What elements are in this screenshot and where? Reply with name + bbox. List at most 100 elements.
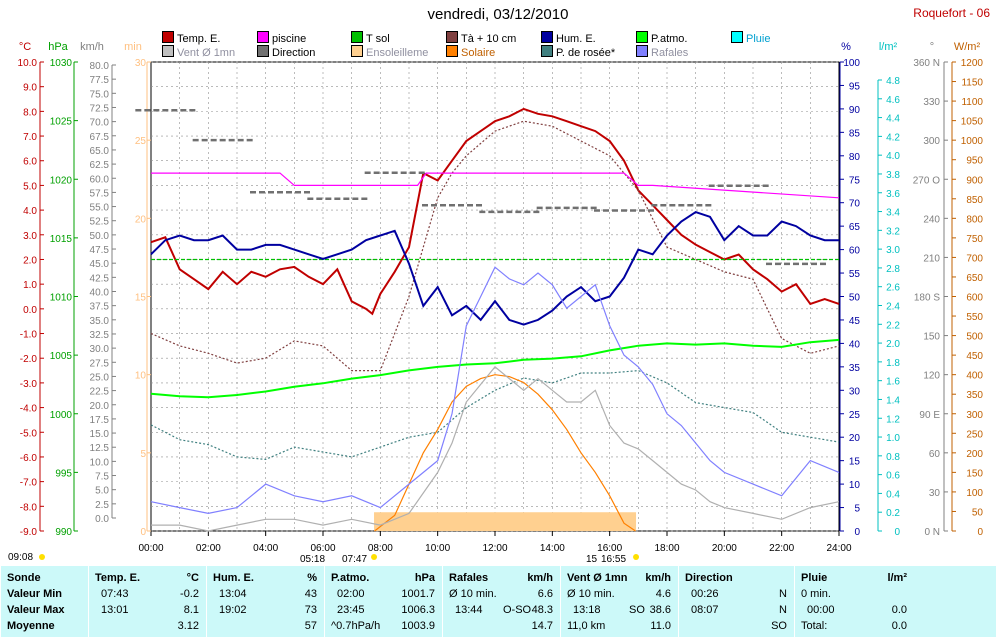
x-tick-label: 20:00 (712, 543, 737, 554)
header-hum: Hum. E. (213, 572, 254, 584)
solar-unit: W/m² (954, 41, 981, 53)
temp-tick: 6.0 (23, 157, 37, 168)
vent-r1: 4.6 (655, 588, 671, 600)
direction-unit: ° (930, 41, 934, 53)
rain-tick: 1.8 (886, 358, 900, 369)
sun-tick: 15 (135, 293, 147, 304)
rain-tick: 2.8 (886, 264, 900, 275)
temp-tick: 9.0 (23, 83, 37, 94)
solar-tick: 1000 (961, 136, 984, 147)
rain-tick: 2.2 (886, 320, 900, 331)
rain-tick: 0.6 (886, 471, 900, 482)
wind-tick: 25.0 (90, 372, 110, 383)
temp-tick: -8.0 (20, 502, 38, 513)
pressure-tick: 1010 (50, 293, 73, 304)
legend-label: piscine (272, 33, 307, 45)
humidity-tick: 75 (849, 175, 861, 186)
legend-item: Tà + 10 cm (446, 31, 516, 45)
header-hum-unit: % (307, 572, 317, 584)
row-label-min: Valeur Min (7, 588, 63, 600)
solar-tick: 500 (966, 332, 983, 343)
solar-tick: 0 (977, 527, 983, 538)
legend-label: Tà + 10 cm (461, 33, 517, 45)
solar-tick: 650 (966, 273, 983, 284)
temp-unit: °C (19, 41, 31, 53)
temp-tick: 0.0 (23, 305, 37, 316)
humidity-tick: 40 (849, 339, 861, 350)
header-sonde: Sonde (7, 572, 41, 584)
legend-item: P. de rosée* (541, 45, 615, 59)
vent-r1-label: Ø 10 min. (567, 588, 615, 600)
rain-tick: 0 (894, 527, 900, 538)
pressure-tick: 995 (55, 468, 72, 479)
rain-tick: 0.8 (886, 452, 900, 463)
direction-tick: 210 (923, 253, 940, 264)
hum-min: 43 (304, 588, 317, 600)
legend-item: Vent Ø 1mn (162, 45, 235, 59)
series-p-de-ros-e- (150, 369, 840, 461)
wind-tick: 47.5 (90, 245, 110, 256)
summary-col-temp: Temp. E. °C 07:43 -0.2 13:01 8.1 3.12 (88, 566, 207, 637)
solar-tick: 850 (966, 195, 983, 206)
legend-label: Solaire (461, 47, 496, 59)
legend-item: Solaire (446, 45, 495, 59)
legend-label: Ensoleilleme (366, 47, 429, 59)
humidity-tick: 55 (849, 269, 861, 280)
solar-tick: 1100 (961, 97, 983, 108)
temp-tick: 8.0 (23, 107, 37, 118)
humidity-tick: 20 (849, 433, 861, 444)
wind-tick: 72.5 (90, 103, 110, 114)
solar-tick: 50 (972, 507, 984, 518)
rain-tick: 4.6 (886, 95, 900, 106)
temp-tick: 10.0 (18, 58, 38, 69)
humidity-tick: 65 (849, 222, 861, 233)
legend-label: P.atmo. (651, 33, 688, 45)
temp-min-time: 07:43 (101, 588, 129, 600)
temp-tick: 3.0 (23, 231, 37, 242)
temp-tick: 7.0 (23, 132, 37, 143)
sun-tick: 5 (140, 449, 146, 460)
pressure-tick: 1015 (50, 234, 73, 245)
wind-unit: km/h (80, 41, 104, 53)
pluie-r2: 0.0 (891, 604, 907, 616)
solar-tick: 400 (966, 371, 983, 382)
header-vent: Vent Ø 1mn (567, 572, 628, 584)
hum-max: 73 (304, 604, 317, 616)
solar-tick: 950 (966, 156, 983, 167)
solar-tick: 750 (966, 234, 983, 245)
humidity-tick: 95 (849, 81, 861, 92)
direction-r1-time: 00:26 (691, 588, 719, 600)
header-direction: Direction (685, 572, 733, 584)
sunshine-bar (374, 512, 637, 531)
legend-item: Temp. E. (162, 31, 220, 45)
pressure-tick: 990 (55, 527, 72, 538)
header-patmo-unit: hPa (414, 572, 435, 584)
wind-tick: 80.0 (90, 61, 110, 72)
solar-tick: 100 (966, 488, 983, 499)
solar-tick: 350 (966, 390, 983, 401)
rain-tick: 3.4 (886, 208, 900, 219)
temp-tick: 4.0 (23, 206, 37, 217)
direction-r1: N (779, 588, 787, 600)
header-vent-unit: km/h (645, 572, 671, 584)
wind-tick: 45.0 (90, 259, 110, 270)
humidity-tick: 45 (849, 316, 861, 327)
summary-col-patmo: P.atmo. hPa 02:00 1001.7 23:45 1006.3 ^0… (324, 566, 443, 637)
marker-moonset-time: 15 (586, 554, 598, 565)
series-solaire (374, 374, 636, 532)
wind-tick: 42.5 (90, 273, 110, 284)
wind-tick: 22.5 (90, 387, 110, 398)
legend-swatch (257, 31, 269, 43)
rain-unit: l/m² (879, 41, 898, 53)
legend-label: P. de rosée* (556, 47, 616, 59)
series-vent-1mn (151, 366, 840, 532)
wind-tick: 70.0 (90, 118, 110, 129)
wind-tick: 55.0 (90, 203, 110, 214)
legend-item: Ensoleilleme (351, 45, 428, 59)
legend-item: P.atmo. (636, 31, 688, 45)
summary-col-labels: Sonde Valeur Min Valeur Max Moyenne (0, 566, 89, 637)
temp-max-time: 13:01 (101, 604, 129, 616)
header-temp-unit: °C (186, 572, 199, 584)
rain-tick: 1.0 (886, 433, 900, 444)
sun-unit: min (124, 41, 142, 53)
